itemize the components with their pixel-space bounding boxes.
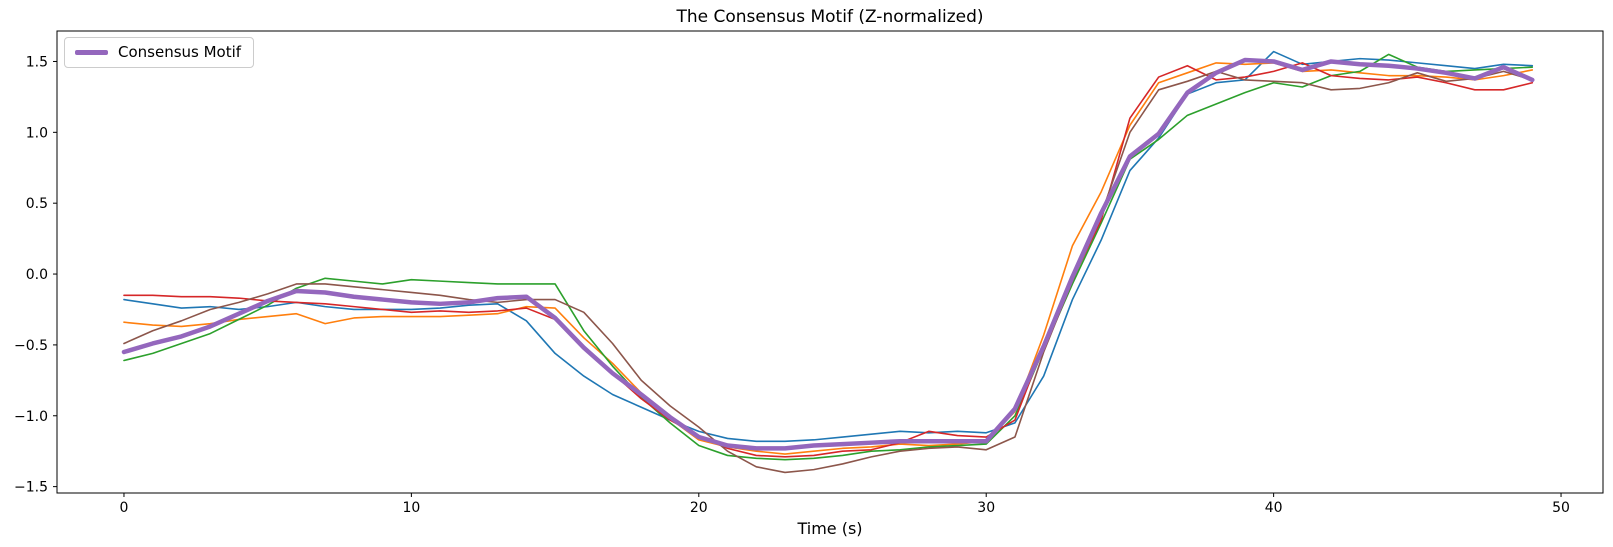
x-tick-label: 20 [690, 500, 708, 516]
x-tick-label: 10 [402, 500, 420, 516]
y-tick-label: 1.0 [26, 125, 48, 141]
x-tick-label: 30 [977, 500, 995, 516]
line-motif-series-5 [123, 70, 1534, 474]
y-tick-label: 0.5 [26, 196, 48, 212]
line-motif-series-2 [123, 62, 1534, 455]
line-motif-series-1 [123, 50, 1534, 443]
line-motif-series-4 [123, 62, 1534, 458]
x-axis-label: Time (s) [797, 519, 863, 538]
y-tick-label: 0.0 [26, 267, 48, 283]
y-tick-label: 1.5 [26, 54, 48, 70]
x-tick-label: 40 [1265, 500, 1283, 516]
x-tick-label: 50 [1552, 500, 1570, 516]
legend: Consensus Motif [64, 37, 255, 68]
x-tick-label: 0 [120, 500, 129, 516]
y-tick-label: −0.5 [14, 338, 48, 354]
chart-title: The Consensus Motif (Z-normalized) [676, 7, 984, 27]
legend-label: Consensus Motif [118, 43, 242, 61]
line-consensus-motif [121, 57, 1535, 451]
consensus-motif-line-swatch [75, 50, 108, 55]
y-tick-label: −1.5 [14, 480, 48, 496]
line-motif-series-3 [123, 53, 1534, 461]
y-tick-label: −1.0 [14, 409, 48, 425]
plot-border [56, 30, 1604, 494]
